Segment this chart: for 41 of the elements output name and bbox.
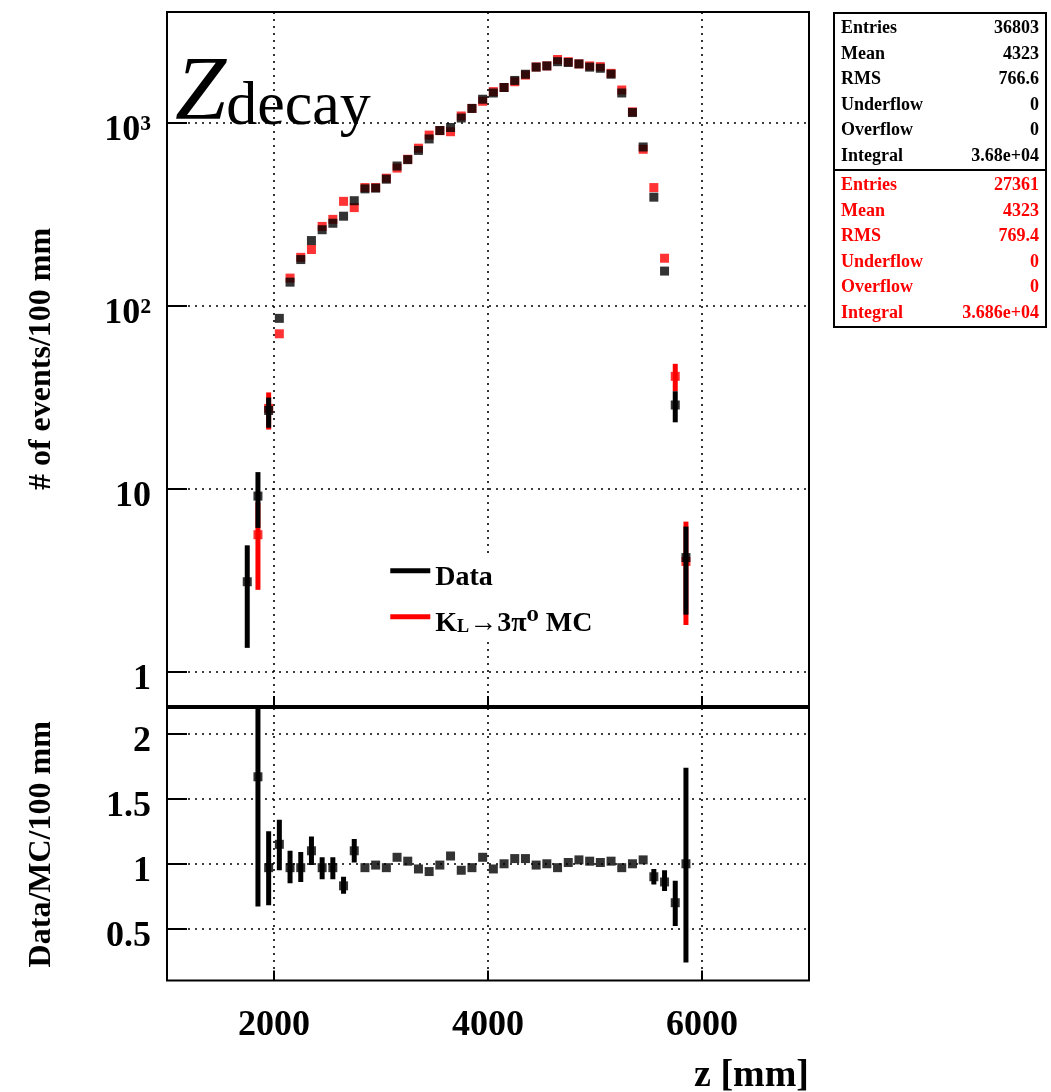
x-tick-label: 6000 — [666, 1003, 738, 1044]
text: 4323 — [1002, 41, 1039, 65]
text: Integral — [841, 300, 904, 324]
y-axis-title: Data/MC/100 mm — [21, 720, 57, 968]
x-tick-label: 4000 — [452, 1003, 524, 1044]
legend-label: Data — [435, 559, 493, 591]
text: 27361 — [993, 173, 1039, 196]
y-tick-label: 10² — [104, 290, 151, 331]
y-tick-label: 10³ — [104, 107, 152, 148]
text: Overflow — [841, 275, 914, 298]
y-tick-label: 0.5 — [106, 914, 151, 955]
text: 0 — [1029, 249, 1039, 273]
text: RMS — [841, 224, 882, 247]
text: 0 — [1029, 275, 1039, 298]
text: 769.4 — [997, 224, 1039, 247]
text: Entries — [841, 173, 898, 196]
text: 3.68e+04 — [971, 143, 1039, 167]
annotation: Zdecay — [175, 37, 371, 139]
text: 0 — [1029, 118, 1039, 141]
text: 3.686e+04 — [962, 300, 1039, 324]
text: 4323 — [1002, 198, 1039, 222]
text: Mean — [841, 41, 886, 65]
text: Mean — [841, 198, 886, 222]
text: Underflow — [841, 249, 924, 273]
y-tick-label: 10 — [115, 473, 151, 514]
text: Underflow — [841, 92, 924, 116]
x-axis-title: z [mm] — [694, 1052, 809, 1092]
y-tick-label: 1.5 — [106, 784, 151, 825]
x-tick-label: 2000 — [238, 1003, 310, 1044]
text: 0 — [1029, 92, 1039, 116]
y-tick-label: 2 — [133, 719, 151, 760]
text: Overflow — [841, 118, 914, 141]
y-axis-title: # of events/100 mm — [21, 227, 57, 491]
text: RMS — [841, 67, 882, 90]
text: Entries — [841, 16, 898, 39]
text: 36803 — [993, 16, 1039, 39]
text: 766.6 — [997, 67, 1039, 90]
text: Integral — [841, 143, 904, 167]
legend-label: KL→3π⁰ MC — [435, 605, 593, 637]
y-tick-label: 1 — [133, 657, 151, 698]
y-tick-label: 1 — [133, 849, 151, 890]
